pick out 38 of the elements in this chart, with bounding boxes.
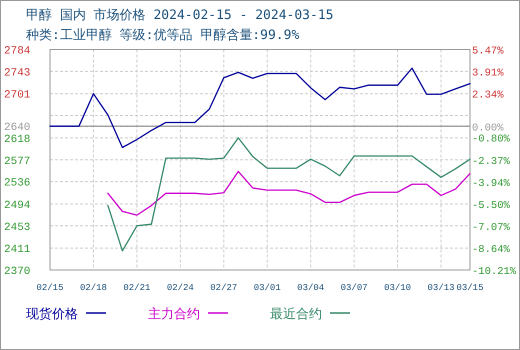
y2-tick-label: -2.37% [472,156,511,168]
y2-tick-label: 5.47% [472,46,504,58]
y2-tick-label: -7.07% [472,222,511,234]
y2-tick-label: -8.64% [472,244,511,256]
x-tick-label: 02/15 [36,283,64,293]
y-tick-label: 2494 [4,200,31,212]
y2-tick-label: 0.00% [472,122,504,134]
x-tick-label: 03/04 [297,283,324,293]
x-tick-label: 03/01 [254,283,281,293]
x-tick-label: 03/15 [456,283,484,293]
x-tick-label: 02/18 [80,283,107,293]
y2-tick-label: -0.80% [472,134,511,146]
y2-tick-label: 3.91% [472,67,504,80]
y-tick-label: 2640 [4,122,30,134]
y-tick-label: 2784 [4,46,31,58]
y-tick-label: 2370 [4,266,30,278]
y-tick-label: 2577 [4,156,30,168]
legend-label: 主力合约 [148,306,200,322]
y-tick-label: 2743 [4,67,30,80]
legend-label: 最近合约 [270,307,322,322]
y2-tick-label: -3.94% [472,178,511,190]
y-tick-label: 2618 [4,134,30,146]
y-tick-label: 2411 [4,244,31,256]
x-tick-label: 03/07 [340,283,368,293]
x-tick-label: 02/27 [210,283,238,293]
x-tick-label: 03/13 [428,283,455,293]
x-tick-label: 02/21 [123,283,150,293]
x-tick-label: 03/10 [384,283,412,293]
x-tick-label: 02/24 [166,283,194,293]
chart-subtitle: 种类:工业甲醇 等级:优等品 甲醇含量:99.9% [26,28,300,43]
chart-title: 甲醇 国内 市场价格 2024-02-15 - 2024-03-15 [26,8,334,23]
y-tick-label: 2536 [4,178,30,190]
y-tick-label: 2453 [4,222,30,234]
y-tick-label: 2701 [4,90,31,102]
y2-tick-label: -5.50% [472,200,511,212]
legend-label: 现货价格 [26,307,78,322]
y2-tick-label: 2.34% [472,90,504,102]
y2-tick-label: -10.21% [472,266,517,278]
